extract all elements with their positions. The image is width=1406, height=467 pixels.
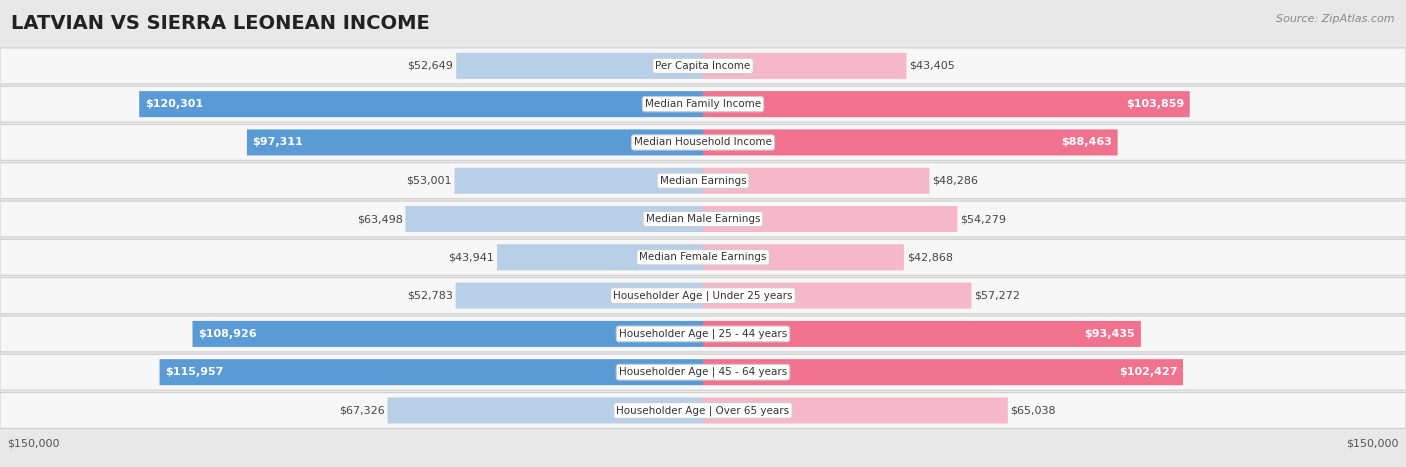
Text: $67,326: $67,326 [339,405,385,416]
FancyBboxPatch shape [0,354,1406,390]
Text: Source: ZipAtlas.com: Source: ZipAtlas.com [1277,14,1395,24]
FancyBboxPatch shape [703,283,972,309]
Text: $150,000: $150,000 [7,439,59,449]
Text: Householder Age | 25 - 44 years: Householder Age | 25 - 44 years [619,329,787,339]
FancyBboxPatch shape [703,53,907,79]
FancyBboxPatch shape [454,168,703,194]
Text: Median Household Income: Median Household Income [634,137,772,148]
Text: $108,926: $108,926 [198,329,257,339]
Text: $65,038: $65,038 [1011,405,1056,416]
Text: Median Female Earnings: Median Female Earnings [640,252,766,262]
Text: $115,957: $115,957 [165,367,224,377]
FancyBboxPatch shape [456,283,703,309]
FancyBboxPatch shape [193,321,703,347]
FancyBboxPatch shape [405,206,703,232]
FancyBboxPatch shape [703,321,1140,347]
Text: $102,427: $102,427 [1119,367,1177,377]
FancyBboxPatch shape [0,125,1406,160]
FancyBboxPatch shape [703,168,929,194]
Text: $54,279: $54,279 [960,214,1007,224]
Text: Householder Age | Over 65 years: Householder Age | Over 65 years [616,405,790,416]
FancyBboxPatch shape [0,86,1406,122]
FancyBboxPatch shape [0,240,1406,275]
Text: $42,868: $42,868 [907,252,953,262]
Text: $52,649: $52,649 [408,61,454,71]
Text: $63,498: $63,498 [357,214,402,224]
FancyBboxPatch shape [703,91,1189,117]
FancyBboxPatch shape [703,397,1008,424]
FancyBboxPatch shape [498,244,703,270]
FancyBboxPatch shape [0,201,1406,237]
Text: $53,001: $53,001 [406,176,451,186]
Text: LATVIAN VS SIERRA LEONEAN INCOME: LATVIAN VS SIERRA LEONEAN INCOME [11,14,430,33]
Text: $103,859: $103,859 [1126,99,1184,109]
FancyBboxPatch shape [247,129,703,156]
Text: $120,301: $120,301 [145,99,202,109]
FancyBboxPatch shape [0,48,1406,84]
Text: Median Male Earnings: Median Male Earnings [645,214,761,224]
Text: Per Capita Income: Per Capita Income [655,61,751,71]
Text: $43,405: $43,405 [910,61,955,71]
Text: $48,286: $48,286 [932,176,979,186]
FancyBboxPatch shape [703,244,904,270]
FancyBboxPatch shape [139,91,703,117]
FancyBboxPatch shape [703,129,1118,156]
Text: $97,311: $97,311 [253,137,304,148]
FancyBboxPatch shape [0,393,1406,428]
Text: Householder Age | 45 - 64 years: Householder Age | 45 - 64 years [619,367,787,377]
Text: Householder Age | Under 25 years: Householder Age | Under 25 years [613,290,793,301]
FancyBboxPatch shape [0,278,1406,313]
FancyBboxPatch shape [703,359,1182,385]
Text: $57,272: $57,272 [974,290,1021,301]
FancyBboxPatch shape [0,316,1406,352]
Text: $43,941: $43,941 [449,252,495,262]
FancyBboxPatch shape [703,206,957,232]
Text: Median Earnings: Median Earnings [659,176,747,186]
Text: $150,000: $150,000 [1347,439,1399,449]
Text: $52,783: $52,783 [406,290,453,301]
FancyBboxPatch shape [0,163,1406,198]
Text: $93,435: $93,435 [1084,329,1135,339]
FancyBboxPatch shape [159,359,703,385]
FancyBboxPatch shape [388,397,703,424]
Text: Median Family Income: Median Family Income [645,99,761,109]
Text: $88,463: $88,463 [1062,137,1112,148]
FancyBboxPatch shape [457,53,703,79]
